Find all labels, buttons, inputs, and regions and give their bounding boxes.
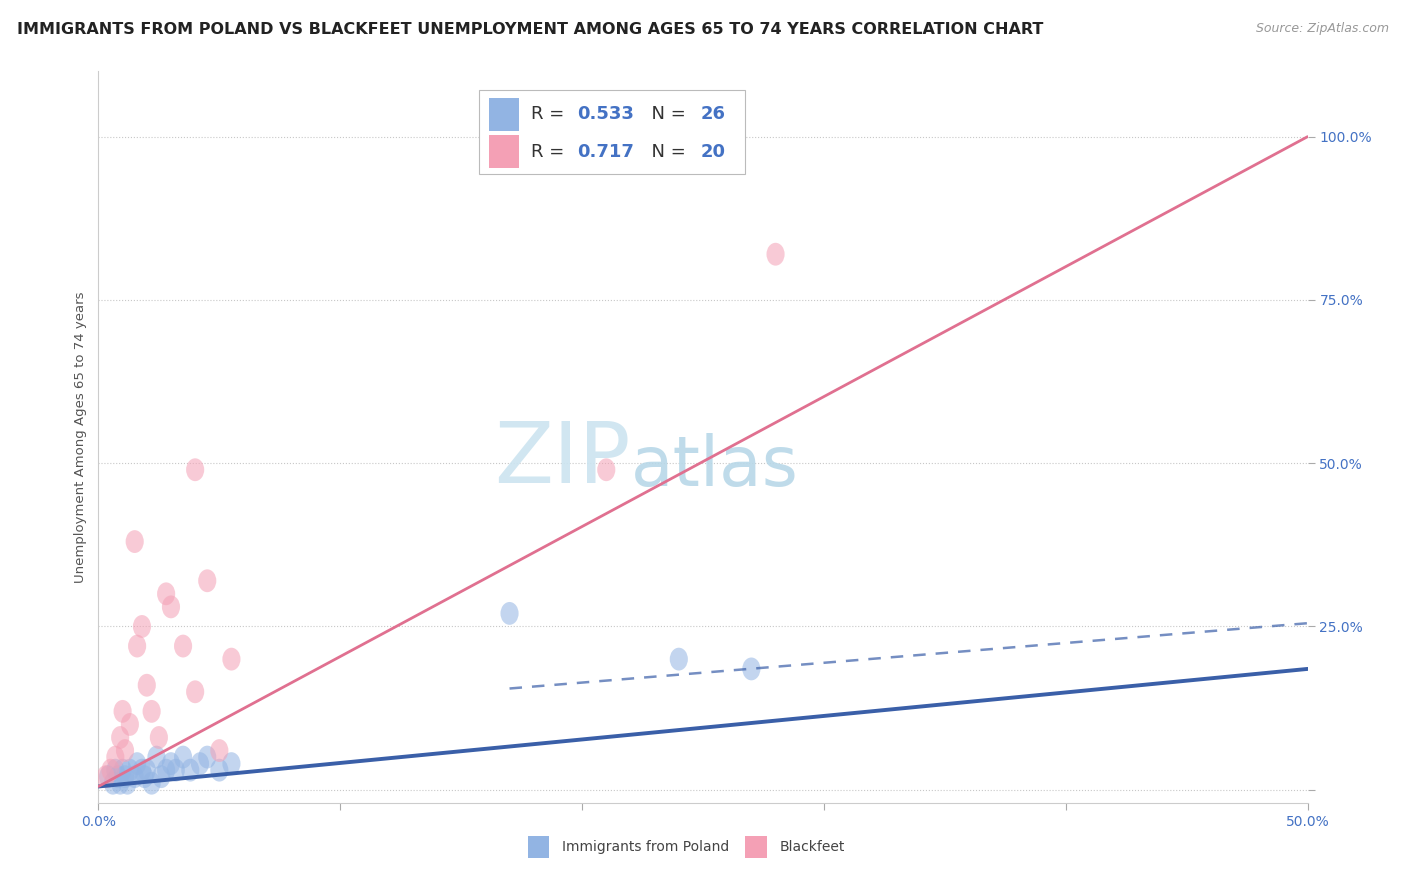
Ellipse shape: [135, 765, 153, 789]
Ellipse shape: [191, 752, 209, 775]
Ellipse shape: [211, 759, 228, 781]
Ellipse shape: [186, 681, 204, 703]
Text: 0.533: 0.533: [578, 104, 634, 123]
Ellipse shape: [174, 746, 193, 769]
Ellipse shape: [222, 752, 240, 775]
Ellipse shape: [142, 772, 160, 795]
Ellipse shape: [134, 615, 150, 638]
Text: Immigrants from Poland: Immigrants from Poland: [561, 839, 728, 854]
Ellipse shape: [111, 772, 129, 795]
Ellipse shape: [621, 125, 640, 148]
Ellipse shape: [108, 765, 127, 789]
Ellipse shape: [128, 634, 146, 657]
Ellipse shape: [98, 765, 117, 789]
Text: Blackfeet: Blackfeet: [779, 839, 845, 854]
Ellipse shape: [121, 713, 139, 736]
Text: Source: ZipAtlas.com: Source: ZipAtlas.com: [1256, 22, 1389, 36]
Ellipse shape: [138, 759, 156, 781]
Text: IMMIGRANTS FROM POLAND VS BLACKFEET UNEMPLOYMENT AMONG AGES 65 TO 74 YEARS CORRE: IMMIGRANTS FROM POLAND VS BLACKFEET UNEM…: [17, 22, 1043, 37]
Ellipse shape: [121, 759, 139, 781]
Text: atlas: atlas: [630, 433, 799, 500]
Bar: [489, 98, 519, 131]
Ellipse shape: [157, 759, 176, 781]
Ellipse shape: [167, 759, 184, 781]
Ellipse shape: [114, 700, 132, 723]
Ellipse shape: [125, 765, 143, 789]
Ellipse shape: [107, 759, 124, 781]
Ellipse shape: [198, 746, 217, 769]
Ellipse shape: [181, 759, 200, 781]
Text: R =: R =: [531, 143, 571, 161]
Ellipse shape: [162, 596, 180, 618]
Ellipse shape: [97, 765, 115, 789]
Ellipse shape: [162, 752, 180, 775]
Ellipse shape: [150, 726, 167, 749]
Text: 20: 20: [700, 143, 725, 161]
Ellipse shape: [107, 746, 124, 769]
Ellipse shape: [104, 772, 122, 795]
Ellipse shape: [501, 602, 519, 624]
Text: 26: 26: [700, 104, 725, 123]
Ellipse shape: [118, 772, 136, 795]
Ellipse shape: [174, 634, 193, 657]
Text: R =: R =: [531, 104, 571, 123]
Ellipse shape: [742, 657, 761, 681]
Ellipse shape: [125, 530, 143, 553]
Ellipse shape: [211, 739, 228, 762]
Ellipse shape: [598, 458, 616, 481]
Ellipse shape: [222, 648, 240, 671]
Ellipse shape: [138, 673, 156, 697]
Ellipse shape: [186, 458, 204, 481]
Ellipse shape: [152, 765, 170, 789]
Ellipse shape: [198, 569, 217, 592]
Bar: [527, 836, 550, 858]
Text: N =: N =: [640, 143, 692, 161]
Ellipse shape: [766, 243, 785, 266]
Bar: [489, 135, 519, 168]
Ellipse shape: [157, 582, 176, 606]
Bar: [745, 836, 768, 858]
Ellipse shape: [669, 648, 688, 671]
Text: ZIP: ZIP: [494, 417, 630, 500]
FancyBboxPatch shape: [479, 90, 745, 174]
Text: N =: N =: [640, 104, 692, 123]
Ellipse shape: [142, 700, 160, 723]
Ellipse shape: [115, 739, 134, 762]
Ellipse shape: [101, 759, 120, 781]
Ellipse shape: [134, 759, 150, 781]
Y-axis label: Unemployment Among Ages 65 to 74 years: Unemployment Among Ages 65 to 74 years: [75, 292, 87, 582]
Ellipse shape: [114, 759, 132, 781]
Text: 0.717: 0.717: [578, 143, 634, 161]
Ellipse shape: [115, 765, 134, 789]
Ellipse shape: [111, 726, 129, 749]
Ellipse shape: [148, 746, 166, 769]
Ellipse shape: [128, 752, 146, 775]
